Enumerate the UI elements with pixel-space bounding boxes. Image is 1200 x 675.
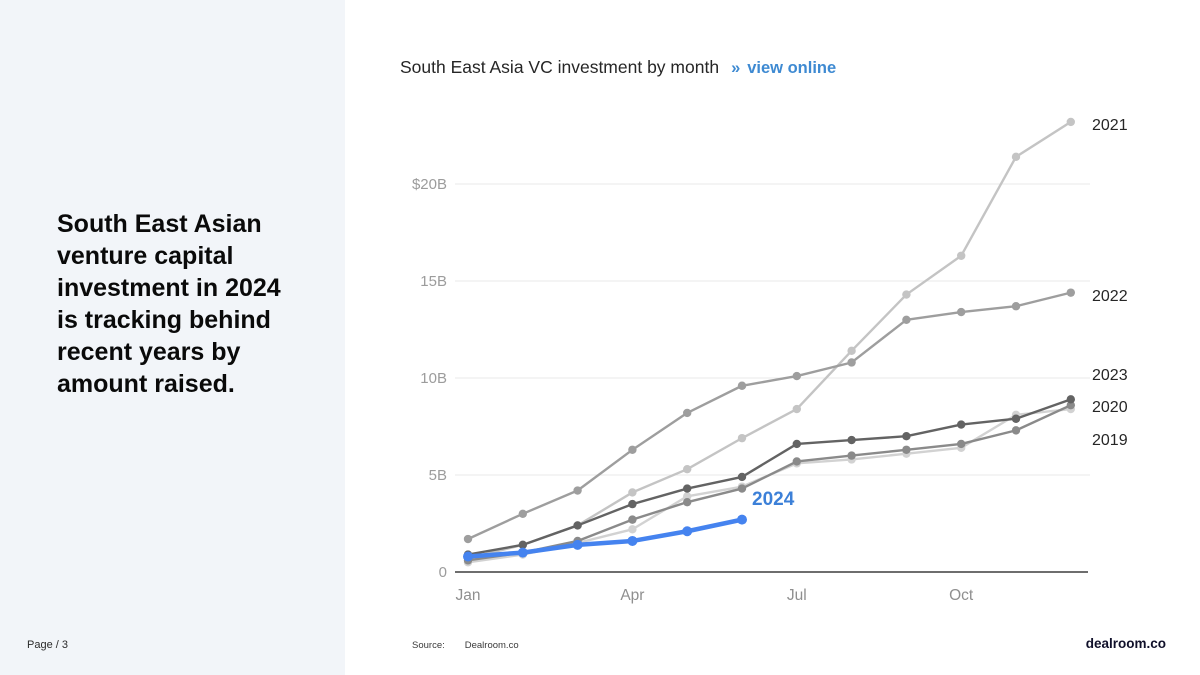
- data-point-2022: [1011, 302, 1021, 311]
- data-point-2020: [737, 484, 747, 493]
- data-point-2023: [1011, 414, 1021, 423]
- data-point-2024: [682, 526, 693, 537]
- chart-header: South East Asia VC investment by month »…: [400, 57, 836, 78]
- data-point-2021: [847, 346, 856, 356]
- data-point-2023: [1066, 395, 1076, 404]
- data-point-2024: [737, 514, 747, 525]
- data-point-2020: [847, 451, 856, 460]
- source-value: Dealroom.co: [464, 640, 519, 651]
- data-point-2022: [1066, 288, 1076, 297]
- series-label-2019: 2019: [1092, 432, 1128, 449]
- data-point-2021: [1011, 152, 1021, 162]
- data-point-2021: [792, 404, 801, 414]
- x-tick-label: Apr: [620, 587, 644, 604]
- data-point-2022: [463, 534, 473, 544]
- data-point-2022: [683, 408, 692, 418]
- data-point-2022: [737, 381, 747, 390]
- y-tick-label: 15B: [420, 273, 447, 290]
- data-point-2022: [847, 358, 856, 367]
- x-tick-label: Jul: [787, 587, 807, 604]
- x-tick-label: Jan: [456, 587, 481, 604]
- series-label-2020: 2020: [1092, 399, 1128, 416]
- data-point-2021: [1066, 117, 1076, 127]
- series-line-2020: [467, 404, 1072, 562]
- series-label-2022: 2022: [1092, 288, 1128, 305]
- left-sidebar-panel: South East Asian venture capital investm…: [0, 0, 345, 675]
- y-tick-label: 0: [439, 564, 447, 581]
- series-label-2024: 2024: [752, 489, 795, 510]
- y-tick-label: $20B: [412, 176, 447, 193]
- data-point-2021: [902, 290, 911, 299]
- data-point-2022: [518, 509, 527, 518]
- source-attribution: Source: Dealroom.co: [412, 640, 519, 651]
- data-point-2021: [628, 488, 637, 497]
- data-point-2021: [683, 464, 692, 474]
- data-point-2023: [957, 420, 966, 429]
- view-online-link[interactable]: » view online: [731, 59, 836, 78]
- view-online-label: view online: [747, 59, 837, 77]
- page-number: Page / 3: [27, 639, 68, 651]
- data-point-2020: [1011, 426, 1021, 435]
- data-point-2024: [463, 551, 473, 562]
- data-point-2020: [683, 497, 692, 507]
- series-label-2023: 2023: [1092, 367, 1128, 384]
- data-point-2023: [792, 439, 801, 449]
- chart-title: South East Asia VC investment by month: [400, 57, 720, 77]
- data-point-2024: [572, 539, 583, 550]
- y-tick-label: 5B: [429, 467, 447, 484]
- data-point-2020: [628, 515, 637, 524]
- data-point-2023: [902, 432, 911, 441]
- data-point-2019: [683, 492, 692, 501]
- data-point-2024: [517, 547, 528, 558]
- data-point-2023: [847, 435, 856, 445]
- data-point-2022: [792, 371, 801, 381]
- series-line-2023: [467, 398, 1072, 556]
- data-point-2020: [1066, 400, 1076, 410]
- data-point-2023: [518, 540, 527, 550]
- data-point-2024: [627, 535, 638, 546]
- data-point-2021: [737, 433, 747, 443]
- data-point-2022: [957, 307, 966, 317]
- data-point-2023: [683, 484, 692, 493]
- series-line-2019: [467, 407, 1071, 564]
- x-tick-label: Oct: [949, 587, 974, 604]
- data-point-2023: [628, 499, 637, 509]
- data-point-2023: [573, 521, 582, 530]
- data-point-2022: [902, 315, 911, 324]
- series-line-2022: [467, 291, 1072, 541]
- data-point-2019: [628, 525, 637, 534]
- chevron-right-icon: »: [731, 59, 741, 77]
- source-label: Source:: [412, 640, 445, 651]
- y-tick-label: 10B: [420, 370, 447, 387]
- dealroom-logo: dealroom.co: [1085, 636, 1166, 651]
- data-point-2021: [957, 251, 966, 260]
- data-point-2022: [628, 445, 637, 454]
- data-point-2022: [573, 486, 582, 495]
- series-line-2024: [467, 517, 743, 559]
- data-point-2023: [737, 472, 747, 482]
- data-point-2020: [902, 445, 911, 454]
- series-label-2021: 2021: [1092, 117, 1128, 134]
- data-point-2020: [957, 439, 966, 449]
- slide-headline: South East Asian venture capital investm…: [57, 210, 281, 398]
- data-point-2020: [792, 457, 801, 466]
